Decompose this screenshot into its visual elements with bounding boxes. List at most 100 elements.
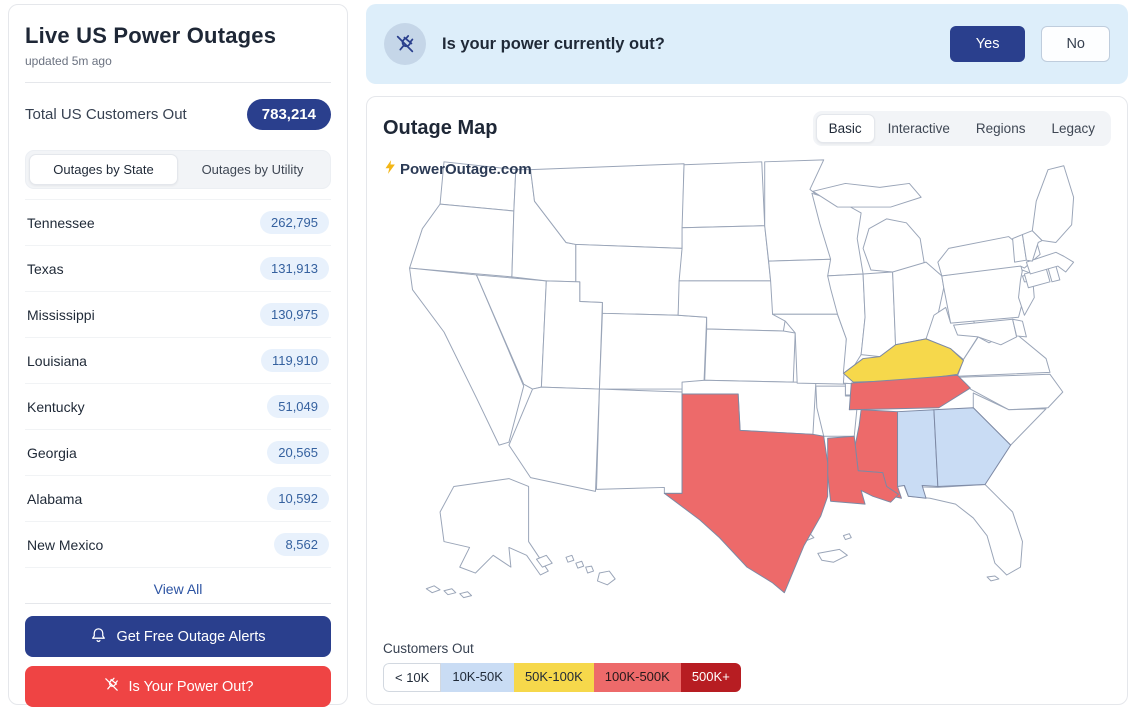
map-state-SD [678,225,772,282]
island [585,565,595,574]
plug-off-icon [103,676,120,697]
outage-map: PowerOutage.com [383,150,1111,635]
table-row: New Mexico 8,562 [25,522,331,568]
tab-legacy[interactable]: Legacy [1051,121,1095,136]
state-outage-count: 20,565 [267,441,329,464]
view-all-link[interactable]: View All [153,581,203,597]
state-outage-list: Tennessee 262,795 Texas 131,913 Mississi… [25,199,331,568]
map-state-ME [1031,165,1075,243]
island [986,575,1000,582]
bell-icon [90,626,107,647]
no-button[interactable]: No [1041,26,1110,62]
table-row: Kentucky 51,049 [25,384,331,430]
map-state-IN [860,271,897,358]
island [443,588,457,596]
map-state-MA [1025,251,1075,275]
banner-question: Is your power currently out? [442,34,665,53]
legend-title: Customers Out [383,641,474,656]
state-outage-count: 131,913 [260,257,329,280]
map-view-tabs: Basic Interactive Regions Legacy [812,111,1111,146]
map-state-FL [903,483,1023,576]
tab-basic[interactable]: Basic [815,114,875,143]
legend-bucket: 500K+ [680,663,741,692]
map-state-LA [827,435,899,505]
map-state-KS [704,328,796,383]
attribution-text: PowerOutage.com [400,160,532,178]
yes-button[interactable]: Yes [949,26,1026,62]
map-state-OR [409,203,515,278]
total-customers-label: Total US Customers Out [25,106,187,123]
total-customers-badge: 783,214 [246,99,331,130]
outage-sidebar: Live US Power Outages updated 5m ago Tot… [8,4,348,707]
state-name: Louisiana [27,352,87,369]
island [842,533,852,541]
divider [25,82,331,83]
island [459,591,473,599]
legend-bucket: < 10K [383,663,442,692]
island [565,554,575,563]
tab-outages-by-state[interactable]: Outages by State [29,154,178,185]
sidebar-actions: Get Free Outage Alerts Is Your Power Out… [25,603,331,707]
plug-off-icon [384,23,426,65]
island [575,560,585,569]
sidebar-tabs: Outages by State Outages by Utility [25,150,331,189]
state-outage-count: 262,795 [260,211,329,234]
state-outage-count: 130,975 [260,303,329,326]
poweroutage-logo: PowerOutage.com [383,158,532,180]
state-outage-count: 10,592 [267,487,329,510]
state-outage-count: 51,049 [267,395,329,418]
state-name: Texas [27,260,64,277]
tab-interactive[interactable]: Interactive [887,121,950,136]
tab-regions[interactable]: Regions [975,121,1026,136]
us-map [409,159,1075,599]
get-alerts-button[interactable]: Get Free Outage Alerts [25,616,331,657]
map-state-AL [897,409,939,499]
total-customers-row: Total US Customers Out 783,214 [25,99,331,130]
map-state-NC [957,373,1064,411]
state-name: Georgia [27,444,77,461]
map-state-DE [1012,318,1027,338]
page-title: Live US Power Outages [25,23,277,48]
table-row: Louisiana 119,910 [25,338,331,384]
state-name: Kentucky [27,398,85,415]
map-title: Outage Map [383,117,498,139]
state-name: Mississippi [27,306,95,323]
state-name: Tennessee [27,214,95,231]
updated-timestamp: updated 5m ago [25,54,112,68]
outage-map-card: Outage Map Basic Interactive Regions Leg… [366,96,1128,705]
state-name: New Mexico [27,536,104,553]
table-row: Texas 131,913 [25,246,331,292]
map-state-AK [439,478,549,576]
map-header: Outage Map Basic Interactive Regions Leg… [383,111,1111,146]
get-alerts-label: Get Free Outage Alerts [116,628,266,645]
map-legend: Customers Out < 10K 10K-50K 50K-100K 100… [383,635,1111,692]
map-state-TX [663,393,829,594]
island [596,570,616,586]
island [817,548,848,563]
map-state-CO [598,312,708,390]
table-row: Tennessee 262,795 [25,200,331,246]
lightning-bolt-icon [383,158,398,180]
legend-bucket: 10K-50K [441,663,514,692]
table-row: Mississippi 130,975 [25,292,331,338]
state-outage-count: 119,910 [260,349,329,372]
map-state-ND [681,161,766,229]
legend-bucket: 100K-500K [593,663,681,692]
map-state-TN [848,374,971,411]
state-outage-count: 8,562 [274,533,329,556]
is-power-out-button[interactable]: Is Your Power Out? [25,666,331,707]
map-state-AR [815,385,859,437]
map-state-SC [972,392,1047,446]
island [425,585,441,594]
map-state-AZ [508,386,600,492]
power-out-banner: Is your power currently out? Yes No [366,4,1128,84]
state-name: Alabama [27,490,83,507]
main-content: Is your power currently out? Yes No Outa… [366,4,1128,705]
legend-buckets: < 10K 10K-50K 50K-100K 100K-500K 500K+ [383,663,741,692]
map-state-GA [933,407,1012,487]
map-state-NM [595,388,683,494]
banner-actions: Yes No [949,26,1110,62]
tab-outages-by-utility[interactable]: Outages by Utility [201,162,304,177]
legend-bucket: 50K-100K [513,663,594,692]
